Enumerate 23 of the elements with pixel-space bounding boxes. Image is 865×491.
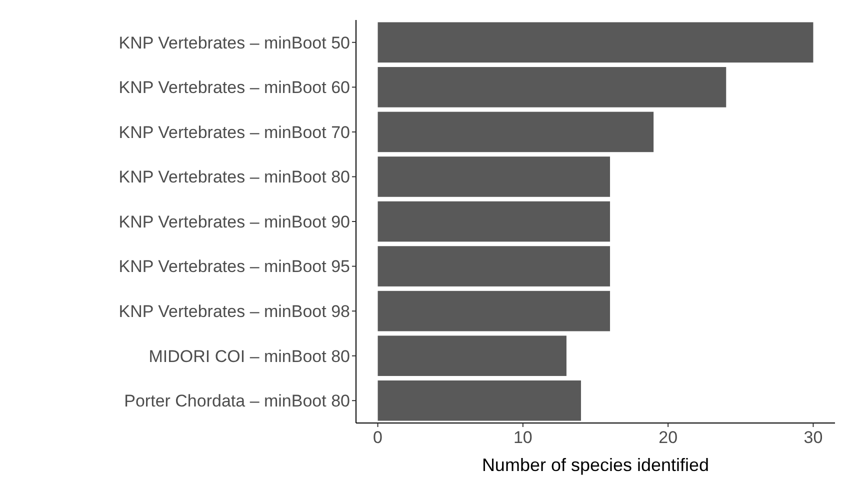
y-tick-label: KNP Vertebrates – minBoot 70 [118, 122, 350, 142]
x-tick-label: 20 [658, 428, 678, 447]
bar [378, 201, 610, 242]
x-tick-label: 30 [804, 428, 823, 447]
y-tick-label: KNP Vertebrates – minBoot 50 [118, 33, 350, 52]
bar [378, 112, 654, 152]
bar [378, 22, 814, 63]
y-tick-label: Porter Chordata – minBoot 80 [124, 392, 350, 411]
bar [378, 380, 581, 421]
bar [378, 67, 726, 108]
bar [378, 246, 610, 286]
y-tick-label: KNP Vertebrates – minBoot 95 [118, 257, 350, 276]
x-axis-title: Number of species identified [482, 455, 710, 475]
y-tick-label: KNP Vertebrates – minBoot 90 [118, 212, 350, 232]
y-tick-label: KNP Vertebrates – minBoot 80 [118, 168, 350, 187]
bar [378, 156, 610, 197]
x-tick-label: 10 [513, 428, 532, 447]
bar [378, 290, 610, 332]
y-tick-label: MIDORI COI – minBoot 80 [148, 346, 350, 366]
y-tick-label: KNP Vertebrates – minBoot 98 [118, 302, 350, 322]
y-tick-label: KNP Vertebrates – minBoot 60 [118, 78, 350, 98]
x-tick-label: 0 [373, 428, 383, 447]
bar [378, 336, 566, 376]
